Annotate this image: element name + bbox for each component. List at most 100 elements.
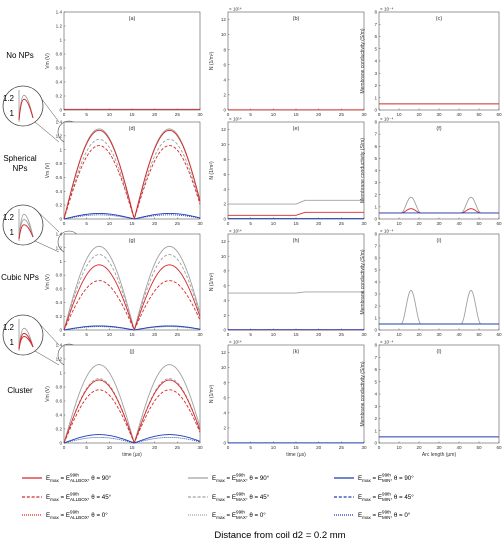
zoom-connector xyxy=(34,240,60,253)
x-tick-label: 60 xyxy=(496,112,502,117)
legend-label: Emax = E99th MAX, θ = 90° xyxy=(212,473,270,484)
x-tick-label: 20 xyxy=(316,445,322,450)
y-tick-label: 5 xyxy=(374,46,377,51)
x-tick-label: 25 xyxy=(175,221,181,226)
x-tick-label: 0 xyxy=(227,112,230,117)
y-tick-label: 0.4 xyxy=(56,300,63,305)
y-tick-label: 8 xyxy=(223,269,226,274)
y-tick-label: 7 xyxy=(374,355,377,360)
legend-label-part: , θ = 90° xyxy=(390,475,414,482)
x-tick-label: 20 xyxy=(152,332,158,337)
y-tick-label: 0 xyxy=(59,217,62,222)
y-tick-label: 0 xyxy=(374,441,377,446)
panel-label: (k) xyxy=(293,349,300,355)
legend-label-part: E xyxy=(212,494,216,501)
legend-label-part: E xyxy=(212,512,216,519)
legend-label-part: , θ = 45° xyxy=(390,494,414,501)
legend: Emax = E99th ALLBOX, θ = 90°Emax = E99th A… xyxy=(22,473,414,520)
legend-label: Emax = E99th MAX, θ = 45° xyxy=(212,492,270,503)
series-line xyxy=(228,291,364,294)
y-tick-label: 1.2 xyxy=(56,357,63,362)
axes-box xyxy=(63,121,201,220)
panel-label: (g) xyxy=(129,238,136,244)
panel-j: 0 0.2 0.4 0.6 0.8 1 1.2 1.4 0 5 10 15 20 25 30 Vm (V) ti… xyxy=(45,343,203,458)
y-exponent: × 10⁻⁴ xyxy=(380,117,393,122)
y-tick-label: 0 xyxy=(59,328,62,333)
series-line xyxy=(63,245,201,331)
panel-l: 0 1 2 3 4 5 6 7 8 0 10 20 30 40 50 60 Membrane conductiv… xyxy=(360,340,502,459)
y-tick-label: 6 xyxy=(223,172,226,177)
panel-b: 0 2 4 6 8 10 12 0 5 10 15 20 25 30 N (1/m²) × 10¹⁴ (b) xyxy=(209,7,367,118)
panel-f: 0 1 2 3 4 5 6 7 8 0 10 20 30 40 50 60 Membrane conductiv… xyxy=(360,117,502,227)
zoom-tick-label: 1 xyxy=(10,109,15,118)
zoom-inset: 1.21 xyxy=(2,314,81,367)
y-tick-label: 1 xyxy=(374,428,377,433)
zoom-tick-label: 1.2 xyxy=(3,94,15,103)
y-tick-label: 7 xyxy=(374,132,377,137)
x-tick-label: 15 xyxy=(293,332,299,337)
legend-label-part: max xyxy=(50,497,59,502)
x-tick-label: 0 xyxy=(378,221,381,226)
legend-label-part: = E xyxy=(59,475,70,482)
axes-box xyxy=(378,233,500,331)
legend-label-part: = E xyxy=(371,475,382,482)
x-tick-label: 0 xyxy=(378,445,381,450)
zoom-series-line xyxy=(18,218,34,240)
y-tick-label: 2 xyxy=(374,192,377,197)
y-tick-label: 0.4 xyxy=(56,189,63,194)
axes-box xyxy=(63,11,201,111)
axes-box xyxy=(227,121,365,220)
y-tick-label: 0.8 xyxy=(56,273,63,278)
y-tick-label: 12 xyxy=(221,239,227,244)
series-line xyxy=(63,280,201,331)
legend-label-part: E xyxy=(212,475,216,482)
x-tick-label: 25 xyxy=(175,332,181,337)
x-tick-label: 15 xyxy=(129,445,135,450)
y-tick-label: 8 xyxy=(374,232,377,237)
x-tick-label: 25 xyxy=(339,221,345,226)
y-axis-label: N (1/m²) xyxy=(209,52,215,71)
panel-label: (d) xyxy=(129,126,136,132)
panel-label: (c) xyxy=(436,16,443,22)
x-tick-label: 30 xyxy=(361,112,367,117)
y-tick-label: 0.2 xyxy=(56,203,63,208)
x-tick-label: 10 xyxy=(107,332,113,337)
legend-label-part: = E xyxy=(371,494,382,501)
legend-label-part: MAX xyxy=(236,515,246,520)
y-axis-label: Membrane conductivity (S/m) xyxy=(360,28,366,93)
y-tick-label: 5 xyxy=(374,379,377,384)
y-exponent: × 10¹⁴ xyxy=(229,117,242,122)
x-tick-label: 5 xyxy=(249,332,252,337)
y-tick-label: 2 xyxy=(374,83,377,88)
y-tick-label: 4 xyxy=(223,77,226,82)
legend-entry: Emax = E99th MAX, θ = 0° xyxy=(188,510,266,520)
legend-label: Emax = E99th ALLBOX, θ = 90° xyxy=(46,473,112,484)
legend-label-part: E xyxy=(46,512,50,519)
x-tick-label: 0 xyxy=(378,112,381,117)
legend-label-part: 99th xyxy=(236,473,245,478)
legend-label-part: = E xyxy=(225,512,236,519)
legend-label-part: = E xyxy=(225,475,236,482)
legend-entry: Emax = E99th MIN, θ = 45° xyxy=(334,492,414,502)
y-tick-label: 1.2 xyxy=(56,24,63,29)
y-axis-label: N (1/m²) xyxy=(209,273,215,292)
y-exponent: × 10⁻⁴ xyxy=(380,229,393,234)
legend-label-part: E xyxy=(46,475,50,482)
y-tick-label: 12 xyxy=(221,127,227,132)
x-tick-label: 10 xyxy=(396,112,402,117)
legend-label-part: max xyxy=(50,515,59,520)
x-tick-label: 30 xyxy=(436,112,442,117)
y-tick-label: 7 xyxy=(374,244,377,249)
x-tick-label: 0 xyxy=(63,112,66,117)
y-tick-label: 1 xyxy=(374,204,377,209)
x-tick-label: 60 xyxy=(496,332,502,337)
panel-label: (i) xyxy=(437,238,442,244)
y-tick-label: 0.6 xyxy=(56,175,63,180)
x-tick-label: 25 xyxy=(339,112,345,117)
x-tick-label: 20 xyxy=(416,332,422,337)
legend-label-part: = E xyxy=(59,494,70,501)
y-tick-label: 0.8 xyxy=(56,52,63,57)
legend-entry: Emax = E99th ALLBOX, θ = 90° xyxy=(22,473,112,484)
legend-label-part: MAX xyxy=(236,478,246,483)
x-tick-label: 5 xyxy=(85,221,88,226)
